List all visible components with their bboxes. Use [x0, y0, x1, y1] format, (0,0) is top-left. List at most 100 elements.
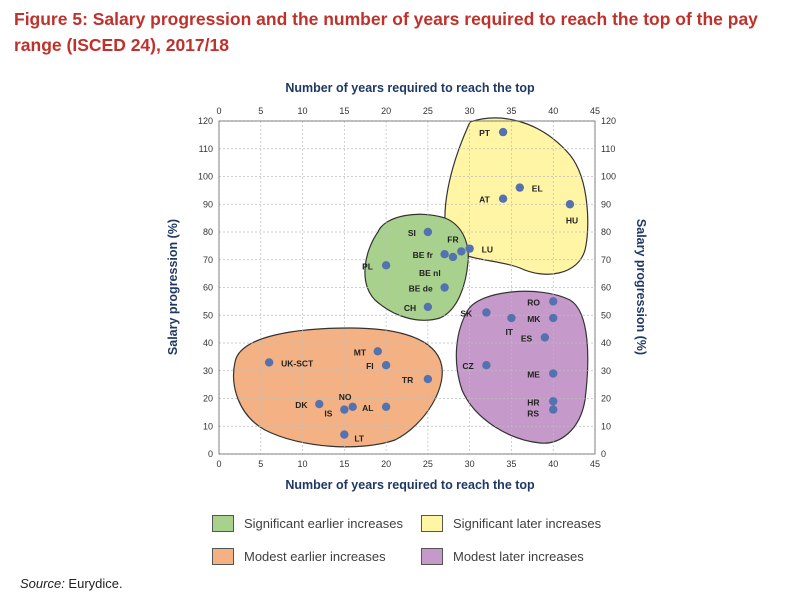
- data-point-tr: [423, 374, 433, 384]
- y-axis-label-left: Salary progression (%): [166, 219, 180, 355]
- y-tick-label-right: 110: [601, 144, 615, 154]
- source-label: Source:: [20, 576, 65, 591]
- data-label-no: NO: [339, 392, 352, 402]
- data-label-is: IS: [324, 409, 332, 419]
- x-tick-label-bottom: 20: [381, 459, 391, 469]
- data-label-pl: PL: [362, 261, 373, 271]
- y-tick-label-left: 60: [203, 283, 213, 293]
- data-label-be-fr: BE fr: [413, 250, 434, 260]
- data-label-lu: LU: [482, 245, 493, 255]
- data-label-hu: HU: [566, 215, 578, 225]
- x-tick-label-top: 25: [423, 106, 433, 116]
- data-point-be-fr: [440, 250, 449, 259]
- x-tick-label-top: 30: [465, 106, 475, 116]
- source-note: Source: Eurydice.: [20, 576, 123, 591]
- y-tick-label-left: 120: [198, 116, 213, 126]
- x-tick-label-top: 35: [506, 106, 516, 116]
- y-tick-label-right: 20: [601, 394, 611, 404]
- data-label-be-de: BE de: [409, 284, 433, 294]
- data-point-be-de: [440, 283, 449, 292]
- plot-frame: [218, 120, 596, 455]
- data-label-dk: DK: [295, 400, 308, 410]
- region-modest-later: [455, 290, 589, 444]
- x-tick-label-bottom: 35: [506, 459, 516, 469]
- data-label-me: ME: [527, 370, 540, 380]
- data-point-mt: [373, 347, 382, 356]
- y-tick-label-right: 10: [601, 421, 611, 431]
- data-label-ch: CH: [404, 303, 416, 313]
- y-tick-label-right: 120: [601, 116, 616, 126]
- data-point-me: [549, 369, 558, 378]
- data-label-es: ES: [521, 333, 533, 343]
- data-point-pt: [498, 127, 508, 137]
- data-label-mk: MK: [527, 314, 541, 324]
- y-tick-label-right: 80: [601, 227, 611, 237]
- data-point-is: [340, 405, 349, 414]
- x-tick-label-bottom: 10: [298, 459, 308, 469]
- data-label-rs: RS: [527, 409, 539, 419]
- data-point-lu: [465, 244, 474, 253]
- data-point-al: [381, 402, 391, 412]
- data-label-el: EL: [532, 184, 543, 194]
- data-point-be-nl: [448, 252, 458, 262]
- x-tick-label-top: 45: [590, 106, 600, 116]
- data-point-it: [507, 313, 516, 323]
- x-axis-label-bottom: Number of years required to reach the to…: [285, 478, 535, 492]
- data-label-uk-sct: UK-SCT: [281, 358, 314, 368]
- x-tick-label-bottom: 15: [339, 459, 349, 469]
- y-axis-label-right: Salary progression (%): [634, 219, 648, 355]
- data-label-lt: LT: [354, 434, 365, 444]
- data-point-dk: [315, 399, 324, 409]
- x-tick-label-bottom: 30: [465, 459, 475, 469]
- y-tick-label-right: 50: [601, 310, 611, 320]
- x-tick-label-bottom: 40: [548, 459, 558, 469]
- data-label-ro: RO: [527, 297, 540, 307]
- x-axis-label-top: Number of years required to reach the to…: [285, 81, 535, 95]
- x-tick-label-bottom: 0: [216, 459, 221, 469]
- y-tick-label-left: 80: [203, 227, 213, 237]
- data-point-ch: [423, 302, 433, 312]
- y-tick-label-left: 50: [203, 310, 213, 320]
- data-label-fi: FI: [366, 361, 374, 371]
- data-point-sk: [482, 308, 491, 317]
- region-significant-earlier: [364, 213, 469, 321]
- y-tick-label-left: 10: [203, 421, 213, 431]
- data-point-ro: [549, 297, 558, 306]
- y-tick-label-right: 70: [601, 255, 611, 265]
- x-tick-label-top: 40: [548, 106, 558, 116]
- data-label-at: AT: [479, 195, 491, 205]
- data-label-cz: CZ: [462, 361, 473, 371]
- data-point-pl: [381, 261, 391, 270]
- region-modest-earlier: [233, 327, 443, 448]
- y-tick-label-left: 30: [203, 366, 213, 376]
- y-tick-label-right: 100: [601, 172, 616, 182]
- x-tick-label-top: 5: [258, 106, 263, 116]
- y-tick-label-right: 0: [601, 449, 606, 459]
- data-point-fi: [381, 361, 391, 370]
- data-label-al: AL: [362, 403, 373, 413]
- data-point-mk: [549, 313, 558, 323]
- data-label-hr: HR: [527, 397, 539, 407]
- y-tick-label-right: 40: [601, 338, 611, 348]
- y-tick-label-left: 90: [203, 199, 213, 209]
- x-tick-label-bottom: 25: [423, 459, 433, 469]
- y-tick-label-left: 100: [198, 172, 213, 182]
- data-point-cz: [482, 361, 491, 370]
- data-label-tr: TR: [402, 375, 413, 385]
- data-label-pt: PT: [479, 128, 491, 138]
- y-tick-label-left: 110: [199, 144, 213, 154]
- data-point-hu: [565, 200, 575, 209]
- source-value: Eurydice.: [64, 576, 123, 591]
- data-label-it: IT: [505, 327, 513, 337]
- data-label-fr: FR: [447, 234, 458, 244]
- y-tick-label-left: 0: [208, 449, 213, 459]
- data-point-at: [498, 194, 508, 203]
- data-point-rs: [549, 405, 558, 414]
- y-tick-label-left: 20: [203, 394, 213, 404]
- y-tick-label-right: 60: [601, 283, 611, 293]
- y-tick-label-right: 30: [601, 366, 611, 376]
- data-point-no: [348, 402, 357, 412]
- y-tick-label-left: 40: [203, 338, 213, 348]
